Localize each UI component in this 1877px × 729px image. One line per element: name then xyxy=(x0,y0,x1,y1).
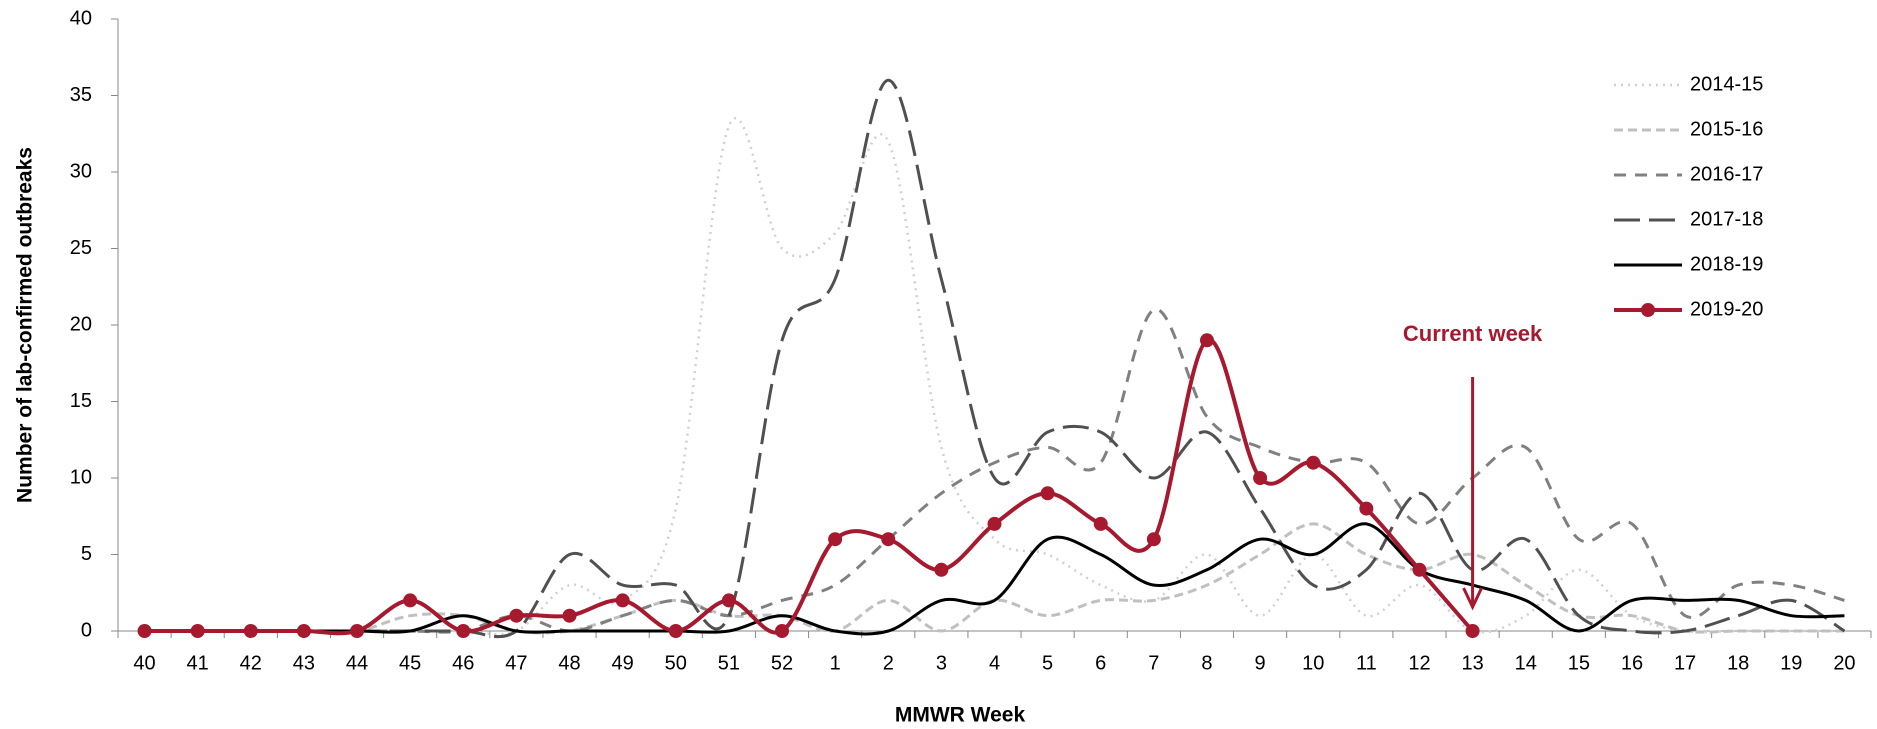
data-point xyxy=(243,624,258,638)
y-tick-label: 0 xyxy=(81,619,92,641)
data-point xyxy=(350,624,365,638)
data-point xyxy=(1306,455,1321,470)
y-tick-label: 15 xyxy=(70,390,92,412)
x-tick-label: 48 xyxy=(558,652,580,674)
x-tick-label: 4 xyxy=(989,652,1000,674)
data-point xyxy=(934,562,949,577)
series-line xyxy=(144,522,1845,635)
data-point xyxy=(668,624,683,638)
data-point xyxy=(190,624,205,638)
x-tick-label: 1 xyxy=(830,652,841,674)
x-tick-label: 45 xyxy=(399,652,421,674)
x-tick-label: 20 xyxy=(1833,652,1855,674)
data-point xyxy=(615,593,630,608)
x-tick-label: 47 xyxy=(505,652,527,674)
legend-label: 2016-17 xyxy=(1690,163,1763,185)
legend-label: 2015-16 xyxy=(1690,118,1763,140)
x-tick-label: 2 xyxy=(883,652,894,674)
y-tick-label: 35 xyxy=(70,84,92,106)
x-tick-label: 6 xyxy=(1095,652,1106,674)
x-tick-label: 52 xyxy=(771,652,793,674)
legend-marker xyxy=(1641,303,1655,317)
x-tick-label: 46 xyxy=(452,652,474,674)
data-point xyxy=(881,532,896,547)
x-tick-label: 3 xyxy=(936,652,947,674)
annotation-arrowhead xyxy=(1462,587,1483,611)
y-tick-label: 25 xyxy=(70,237,92,259)
x-tick-label: 8 xyxy=(1201,652,1212,674)
legend-label: 2018-19 xyxy=(1690,253,1763,275)
x-tick-label: 13 xyxy=(1461,652,1483,674)
x-tick-label: 50 xyxy=(665,652,687,674)
x-tick-label: 11 xyxy=(1356,652,1377,674)
x-tick-label: 51 xyxy=(718,652,740,674)
series-line xyxy=(144,308,1845,634)
x-tick-label: 15 xyxy=(1568,652,1590,674)
series-line xyxy=(144,78,1846,639)
x-tick-label: 41 xyxy=(187,652,209,674)
x-tick-label: 19 xyxy=(1780,652,1802,674)
data-point xyxy=(1412,562,1427,577)
data-point xyxy=(987,516,1002,531)
x-tick-label: 40 xyxy=(133,652,155,674)
x-tick-label: 16 xyxy=(1621,652,1643,674)
data-point xyxy=(721,593,736,608)
x-tick-label: 42 xyxy=(240,652,262,674)
y-tick-label: 20 xyxy=(70,313,92,335)
data-point xyxy=(137,624,152,638)
series-line xyxy=(144,116,1845,636)
y-axis-title: Number of lab-confirmed outbreaks xyxy=(14,147,37,503)
x-tick-label: 44 xyxy=(346,652,368,674)
data-point xyxy=(296,624,311,638)
legend-label: 2019-20 xyxy=(1690,298,1763,320)
data-point xyxy=(562,608,577,623)
x-tick-label: 43 xyxy=(293,652,315,674)
x-axis-title: MMWR Week xyxy=(895,704,1026,727)
data-point xyxy=(1093,516,1108,531)
data-point xyxy=(1040,486,1055,501)
x-tick-label: 18 xyxy=(1727,652,1749,674)
x-tick-label: 9 xyxy=(1255,652,1266,674)
x-tick-label: 14 xyxy=(1515,652,1537,674)
y-tick-label: 10 xyxy=(70,466,92,488)
y-tick-label: 40 xyxy=(70,7,92,29)
x-tick-label: 12 xyxy=(1408,652,1430,674)
data-point xyxy=(828,532,843,547)
data-point xyxy=(775,624,790,638)
data-point xyxy=(1359,501,1374,516)
data-point xyxy=(1253,471,1268,485)
data-point xyxy=(1199,333,1214,348)
x-tick-label: 7 xyxy=(1148,652,1159,674)
data-point xyxy=(509,608,524,623)
y-tick-label: 5 xyxy=(81,543,92,565)
legend-label: 2017-18 xyxy=(1690,208,1763,230)
x-tick-label: 17 xyxy=(1674,652,1696,674)
series-line xyxy=(144,338,1475,636)
data-point xyxy=(403,593,418,608)
data-point xyxy=(1146,532,1161,547)
y-tick-label: 30 xyxy=(70,160,92,182)
legend-label: 2014-15 xyxy=(1690,73,1763,95)
x-tick-label: 5 xyxy=(1042,652,1053,674)
data-point xyxy=(1465,624,1480,638)
x-tick-label: 10 xyxy=(1302,652,1324,674)
series-line xyxy=(144,522,1845,636)
data-point xyxy=(456,624,471,638)
x-tick-label: 49 xyxy=(612,652,634,674)
annotation: Current week xyxy=(1403,321,1543,346)
